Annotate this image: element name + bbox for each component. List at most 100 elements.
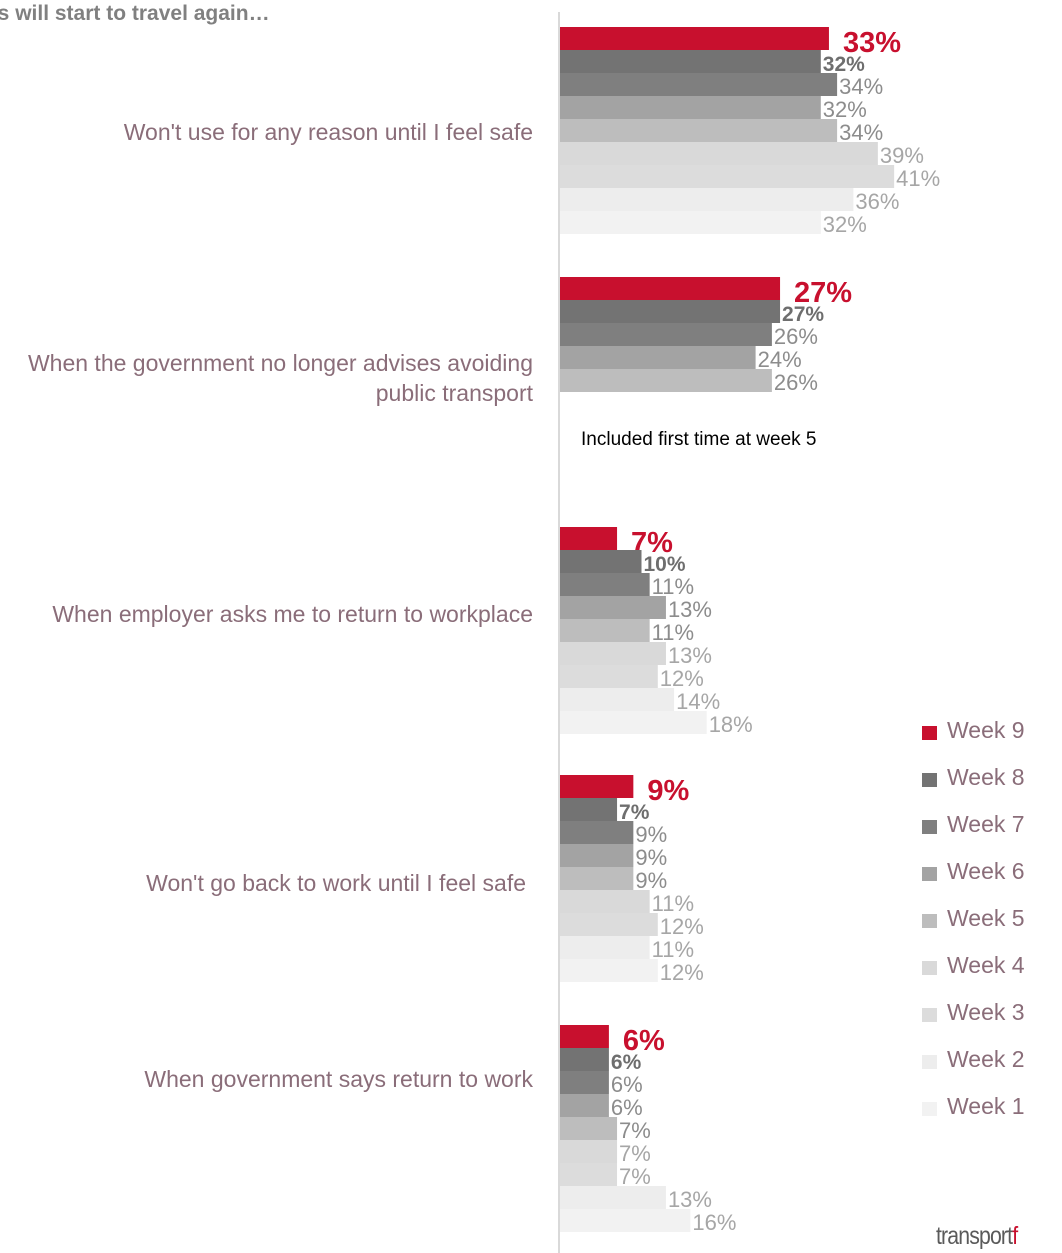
data-label: 12% (660, 914, 704, 939)
bar-week-3 (560, 1163, 618, 1186)
category-label-5: When government says return to work (144, 1066, 533, 1092)
data-label: 6% (611, 1051, 642, 1074)
data-label: 6% (611, 1095, 643, 1120)
bar-week-9 (560, 27, 829, 50)
bar-week-9 (560, 277, 781, 300)
bar-week-4 (560, 1140, 618, 1163)
bar-week-8 (560, 50, 821, 73)
bar-week-8 (560, 798, 618, 821)
bar-week-3 (560, 165, 895, 188)
bar-week-9 (560, 775, 634, 798)
data-label: 11% (652, 620, 694, 645)
data-label: 9% (635, 822, 667, 847)
bar-week-2 (560, 188, 854, 211)
legend-label: Week 3 (947, 999, 1025, 1025)
bar-week-6 (560, 1094, 609, 1117)
legend-swatch (922, 820, 937, 834)
bar-week-7 (560, 821, 634, 844)
data-label: 33% (843, 27, 901, 59)
bar-week-6 (560, 346, 756, 369)
data-label: 34% (839, 74, 883, 99)
data-label: 32% (823, 53, 865, 76)
bar-week-5 (560, 867, 634, 890)
data-label: 6% (623, 1025, 665, 1057)
bar-week-4 (560, 142, 878, 165)
bar-week-8 (560, 300, 781, 323)
legend-label: Week 5 (947, 905, 1025, 931)
data-label: 26% (774, 324, 818, 349)
legend-swatch (922, 867, 937, 881)
data-label: 39% (880, 143, 924, 168)
category-label-4: Won't go back to work until I feel safe (146, 870, 526, 896)
data-label: 27% (782, 303, 824, 326)
bar-week-2 (560, 688, 675, 711)
bar-week-8 (560, 1048, 609, 1071)
data-label: 7% (619, 801, 650, 824)
legend-swatch (922, 1055, 937, 1069)
data-label: 16% (692, 1210, 736, 1235)
data-label: 12% (660, 960, 704, 985)
legend-swatch (922, 1102, 937, 1116)
data-label: 41% (896, 166, 940, 191)
legend-swatch (922, 961, 937, 975)
bar-week-6 (560, 844, 634, 867)
transport-focus-logo: transportf (936, 1222, 1018, 1251)
bar-week-4 (560, 890, 650, 913)
bar-week-9 (560, 527, 618, 550)
data-label: 14% (676, 689, 720, 714)
data-label: 11% (652, 574, 694, 599)
legend-label: Week 8 (947, 764, 1025, 790)
bar-week-7 (560, 73, 838, 96)
bar-week-3 (560, 913, 658, 936)
data-label: 11% (652, 891, 694, 916)
data-label: 13% (668, 1187, 712, 1212)
data-label: 12% (660, 666, 704, 691)
data-label: 32% (823, 97, 867, 122)
data-label: 7% (619, 1118, 651, 1143)
data-label: 10% (644, 553, 686, 576)
logo-accent: f (1012, 1222, 1018, 1250)
bar-week-1 (560, 959, 658, 982)
data-label: 6% (611, 1072, 643, 1097)
legend-label: Week 4 (947, 952, 1025, 978)
data-label: 36% (855, 189, 899, 214)
legend-swatch (922, 773, 937, 787)
data-label: 13% (668, 643, 712, 668)
legend-swatch (922, 1008, 937, 1022)
bar-week-4 (560, 642, 666, 665)
bar-week-6 (560, 96, 821, 119)
bar-week-5 (560, 119, 838, 142)
bar-week-2 (560, 936, 650, 959)
data-label: 24% (758, 347, 802, 372)
bar-week-2 (560, 1186, 666, 1209)
bar-week-7 (560, 323, 772, 346)
bar-week-5 (560, 619, 650, 642)
bar-week-8 (560, 550, 642, 573)
category-label-3: When employer asks me to return to workp… (52, 601, 533, 627)
data-label: 11% (652, 937, 694, 962)
data-label: 27% (794, 277, 852, 309)
category-label-2: When the government no longer advises av… (27, 350, 533, 406)
data-label: 26% (774, 370, 818, 395)
bar-week-3 (560, 665, 658, 688)
bar-week-1 (560, 711, 707, 734)
data-label: 18% (709, 712, 753, 737)
bar-week-9 (560, 1025, 609, 1048)
legend-swatch (922, 914, 937, 928)
legend-label: Week 9 (947, 717, 1025, 743)
chart-title: ys will start to travel again… (0, 2, 270, 25)
chart-annotation: Included first time at week 5 (581, 429, 817, 450)
bar-week-1 (560, 1209, 691, 1232)
data-label: 34% (839, 120, 883, 145)
data-label: 13% (668, 597, 712, 622)
legend-label: Week 7 (947, 811, 1025, 837)
data-label: 7% (619, 1164, 651, 1189)
bar-week-5 (560, 369, 772, 392)
bar-week-1 (560, 211, 821, 234)
bar-week-7 (560, 573, 650, 596)
data-label: 7% (619, 1141, 651, 1166)
data-label: 9% (647, 775, 689, 807)
data-label: 9% (635, 845, 667, 870)
legend-swatch (922, 726, 937, 740)
